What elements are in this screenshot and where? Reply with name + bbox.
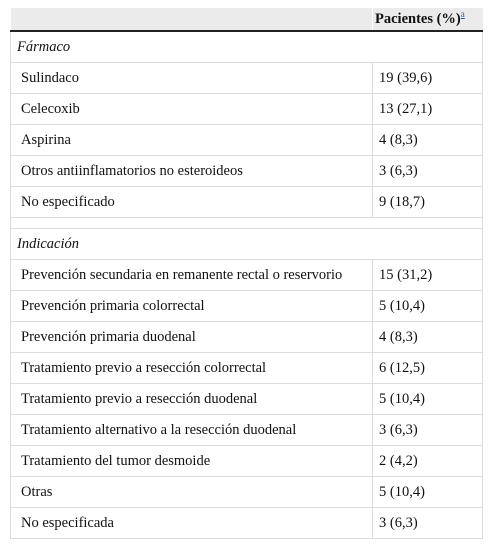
row-label: Tratamiento del tumor desmoide [10,445,373,477]
spacer-cell [10,217,483,229]
row-label: Prevención primaria duodenal [10,321,373,353]
header-empty-cell [10,8,373,32]
table-row: Celecoxib 13 (27,1) [10,93,483,125]
row-value: 5 (10,4) [372,383,483,415]
table-row: Sulindaco 19 (39,6) [10,62,483,94]
table-row: Tratamiento del tumor desmoide 2 (4,2) [10,445,483,477]
patients-table: Pacientes (%)a Fármaco Sulindaco 19 (39,… [10,8,483,539]
row-label: Celecoxib [10,93,373,125]
table-row: Prevención primaria colorrectal 5 (10,4) [10,290,483,322]
section-spacer [10,217,483,229]
row-label: Tratamiento alternativo a la resección d… [10,414,373,446]
row-value: 2 (4,2) [372,445,483,477]
section-header-indicacion: Indicación [10,228,483,260]
row-value: 19 (39,6) [372,62,483,94]
row-label: Prevención secundaria en remanente recta… [10,259,373,291]
row-value: 3 (6,3) [372,414,483,446]
footnote-link[interactable]: a [460,9,465,20]
header-pacientes-label: Pacientes (%) [375,11,461,27]
row-label: Prevención primaria colorrectal [10,290,373,322]
row-label: Tratamiento previo a resección duodenal [10,383,373,415]
row-value: 3 (6,3) [372,155,483,187]
row-value: 15 (31,2) [372,259,483,291]
row-value: 4 (8,3) [372,124,483,156]
row-label: Otros antiinflamatorios no esteroideos [10,155,373,187]
table-row: No especificado 9 (18,7) [10,186,483,218]
section-header-farmaco: Fármaco [10,30,483,63]
row-value: 13 (27,1) [372,93,483,125]
row-value: 6 (12,5) [372,352,483,384]
row-label: Aspirina [10,124,373,156]
section-title: Indicación [10,228,483,260]
header-pacientes: Pacientes (%)a [372,8,483,32]
section-title: Fármaco [10,30,483,63]
row-label: Sulindaco [10,62,373,94]
table-row: Otros antiinflamatorios no esteroideos 3… [10,155,483,187]
row-label: Tratamiento previo a resección colorrect… [10,352,373,384]
row-value: 4 (8,3) [372,321,483,353]
row-value: 3 (6,3) [372,507,483,539]
table-row: Prevención primaria duodenal 4 (8,3) [10,321,483,353]
table-row: Prevención secundaria en remanente recta… [10,259,483,291]
row-value: 5 (10,4) [372,476,483,508]
row-label: No especificado [10,186,373,218]
row-label: No especificada [10,507,373,539]
table-header-row: Pacientes (%)a [10,8,483,32]
row-label: Otras [10,476,373,508]
table-row: Tratamiento previo a resección colorrect… [10,352,483,384]
row-value: 5 (10,4) [372,290,483,322]
table-row: Tratamiento previo a resección duodenal … [10,383,483,415]
table-row: Tratamiento alternativo a la resección d… [10,414,483,446]
table-row: Aspirina 4 (8,3) [10,124,483,156]
table-row: Otras 5 (10,4) [10,476,483,508]
row-value: 9 (18,7) [372,186,483,218]
table-row: No especificada 3 (6,3) [10,507,483,539]
